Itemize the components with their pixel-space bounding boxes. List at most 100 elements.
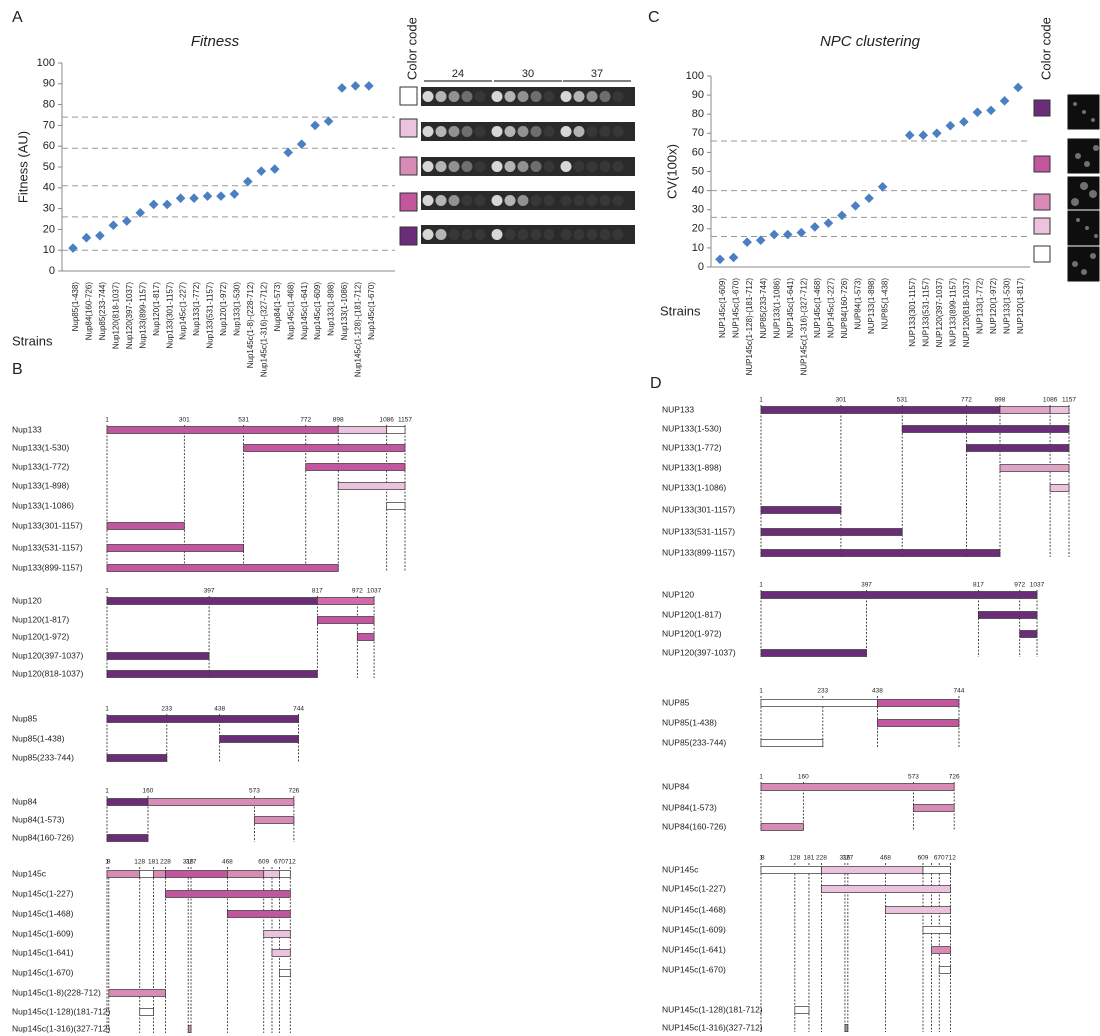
y-axis-label: CV(100x) [664,144,679,199]
domain-bar [337,426,388,434]
construct-label: NUP120 [662,589,694,599]
residue-number: 1 [105,788,109,795]
construct-label: NUP145c(1-316)(327-712) [662,1022,763,1032]
residue-number: 233 [161,706,172,713]
x-tick-label: NUP120(397-1037) [935,278,944,348]
construct-label: Nup133 [12,424,42,434]
spot [435,195,447,206]
construct-label: Nup120 [12,595,42,605]
construct-label: Nup84 [12,796,37,806]
domain-bar [966,444,1070,452]
construct-label: Nup145c(1-468) [12,908,74,918]
domain-bar [279,969,291,977]
spot [573,195,585,206]
spot [422,91,434,102]
construct-label: Nup85(233-744) [12,752,74,762]
residue-number: 1037 [367,588,382,595]
domain-bar [279,870,291,878]
x-tick-label: NUP145c(1-670) [732,278,741,338]
color-swatch [399,226,418,246]
spot [612,195,624,206]
data-point [932,128,942,139]
x-tick-label: Nup145c(1-468) [286,282,295,340]
construct-label: NUP145c(1-468) [662,904,726,914]
domain-bar [165,870,228,878]
construct-label: Nup145c(1-609) [12,928,74,938]
residue-number: 468 [222,859,233,866]
panel-label: D [650,375,662,392]
spot [504,161,516,172]
y-tick-label: 10 [692,242,704,254]
residue-number: 817 [973,582,984,589]
y-tick-label: 100 [686,70,704,82]
micrograph-spot [1091,118,1095,122]
spot [586,91,598,102]
x-tick-label: Nup133(1-1086) [340,282,349,341]
domain-bar [153,870,166,878]
spot [435,161,447,172]
residue-number: 181 [804,855,815,862]
construct-label: Nup120(397-1037) [12,650,84,660]
spot [530,195,542,206]
y-tick-label: 30 [692,204,704,216]
data-point [972,107,983,118]
spot [530,91,542,102]
x-tick-label: NUP145c(1-468) [813,278,822,338]
x-tick-label: Nup120(818-1037) [111,282,120,349]
spot [461,91,473,102]
spot [491,126,503,137]
domain-bar [1019,630,1038,638]
construct-label: NUP84(160-726) [662,821,726,831]
x-tick-label: NUP133(531-1157) [921,278,930,347]
x-tick-label: Nup120(1-817) [152,282,161,336]
data-point [850,201,861,211]
residue-number: 1 [759,582,763,589]
spot [612,229,624,240]
construct-label: Nup145c(1-8)(228-712) [12,987,101,997]
y-tick-label: 80 [43,99,55,111]
spot [448,195,460,206]
spot [491,161,503,172]
construct-label: NUP85 [662,697,690,707]
spot [573,126,585,137]
construct-label: NUP133(531-1157) [662,526,735,536]
spot [474,161,486,172]
residue-number: 744 [293,706,304,713]
spot [422,229,434,240]
residue-number: 1 [105,588,109,595]
residue-number: 670 [934,855,945,862]
color-swatch [399,192,418,212]
spot [530,229,542,240]
data-point [148,199,159,210]
construct-label: Nup133(899-1157) [12,562,83,572]
residue-number: 228 [816,855,827,862]
residue-number: 327 [186,859,197,866]
spot [599,229,611,240]
micrograph-spot [1094,234,1098,238]
domain-bar [760,823,804,831]
construct-label: NUP145c(1-128)(181-712) [662,1004,763,1014]
residue-number: 233 [817,688,828,695]
residue-number: 898 [995,397,1006,404]
x-tick-label: Nup85(1-438) [71,282,80,332]
spot [491,195,503,206]
domain-bar [760,406,1001,414]
x-tick-label: Nup133(531-1157) [206,282,215,349]
data-point [864,193,874,204]
y-tick-label: 60 [692,146,704,158]
panel-label: A [12,9,23,26]
y-tick-label: 70 [43,119,55,131]
spot [612,91,624,102]
domain-bar [106,426,339,434]
residue-number: 128 [134,859,145,866]
construct-label: Nup133(1-898) [12,480,69,490]
data-point [68,243,78,253]
spot [517,161,529,172]
domain-bar [999,464,1070,472]
y-axis-label: Fitness (AU) [15,131,30,203]
panel-label: B [12,361,23,378]
x-tick-label: NUP145c(1-641) [786,278,795,338]
x-tick-label: Nup145c(1-316)-(327-712) [259,282,268,378]
spot [560,195,572,206]
